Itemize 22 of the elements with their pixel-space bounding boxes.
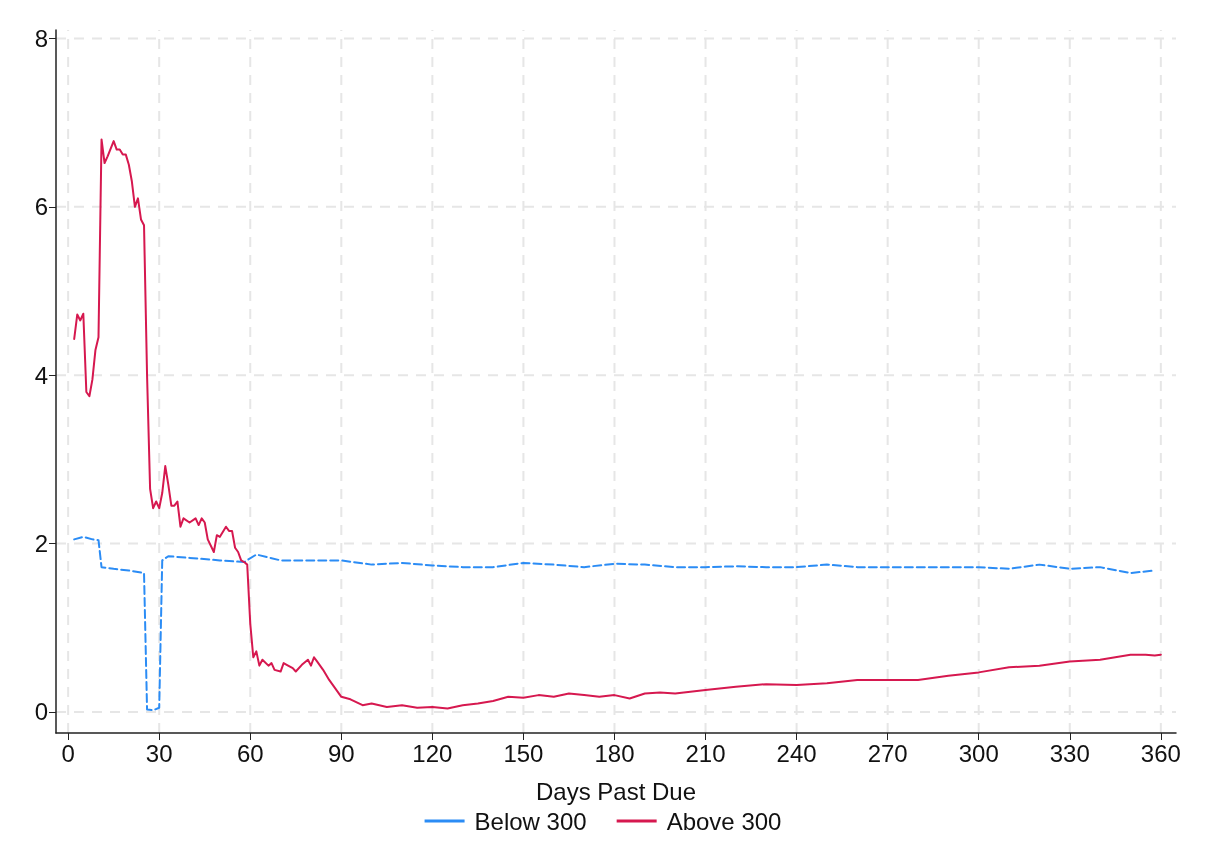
y-tick-label: 0 <box>34 698 48 726</box>
x-tick-label: 360 <box>1140 739 1181 767</box>
x-tick-label: 330 <box>1049 739 1090 767</box>
x-tick-label: 120 <box>412 739 453 767</box>
x-tick-label: 210 <box>685 739 726 767</box>
legend-label: Below 300 <box>474 807 587 835</box>
x-tick-label: 300 <box>958 739 999 767</box>
x-tick-label: 150 <box>503 739 544 767</box>
x-tick-label: 30 <box>145 739 173 767</box>
x-axis-title: Days Past Due <box>535 777 697 805</box>
y-tick-label: 6 <box>34 193 48 221</box>
x-tick-label: 60 <box>236 739 264 767</box>
y-tick-label: 8 <box>34 24 48 52</box>
x-tick-label: 240 <box>776 739 817 767</box>
x-tick-label: 90 <box>327 739 355 767</box>
legend-label: Above 300 <box>666 807 782 835</box>
y-tick-label: 4 <box>34 361 48 389</box>
x-tick-label: 270 <box>867 739 908 767</box>
line-series <box>73 138 1162 710</box>
y-tick-label: 2 <box>34 530 48 558</box>
x-tick-label: 0 <box>61 739 75 767</box>
x-tick-label: 180 <box>594 739 635 767</box>
